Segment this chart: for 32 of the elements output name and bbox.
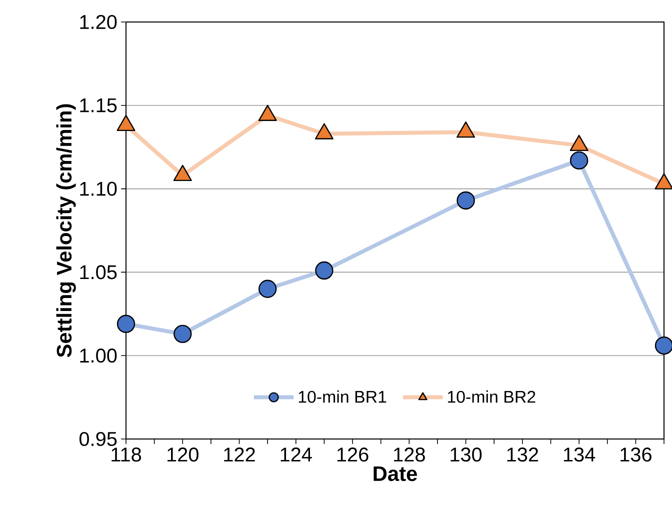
legend-label: 10-min BR1 bbox=[298, 390, 386, 403]
x-tick-label: 124 bbox=[280, 448, 312, 462]
x-tick-label: 136 bbox=[620, 448, 652, 462]
x-tick-label: 126 bbox=[337, 448, 368, 462]
y-tick-label: 1.15 bbox=[80, 98, 117, 112]
point bbox=[314, 123, 334, 140]
y-tick-label: 1.00 bbox=[80, 348, 117, 363]
y-axis-title: Settling Velocity (cm/min) bbox=[56, 104, 76, 358]
x-tick-label: 120 bbox=[168, 448, 198, 462]
y-tick-label: 0.95 bbox=[79, 432, 117, 446]
point bbox=[116, 314, 136, 334]
y-tick-label: 1.10 bbox=[80, 182, 117, 196]
point bbox=[174, 324, 192, 344]
x-tick-label: 118 bbox=[112, 448, 142, 462]
y-tick-label: 1.05 bbox=[80, 265, 117, 280]
x-tick-label: 130 bbox=[450, 448, 482, 462]
x-tick-label: 122 bbox=[224, 448, 255, 462]
point bbox=[456, 121, 476, 138]
point bbox=[116, 114, 136, 132]
point bbox=[258, 280, 277, 298]
point bbox=[570, 134, 588, 152]
point bbox=[654, 173, 672, 190]
y-tick-label: 1.20 bbox=[80, 14, 117, 30]
x-axis-title: Date bbox=[374, 466, 417, 482]
x-tick-label: 132 bbox=[507, 448, 538, 462]
point bbox=[654, 336, 672, 355]
point bbox=[258, 104, 277, 122]
legend-label: 10-min BR2 bbox=[448, 390, 536, 403]
point bbox=[173, 164, 192, 182]
point bbox=[315, 261, 334, 280]
x-tick-label: 128 bbox=[394, 448, 425, 462]
x-tick-label: 134 bbox=[564, 448, 596, 462]
